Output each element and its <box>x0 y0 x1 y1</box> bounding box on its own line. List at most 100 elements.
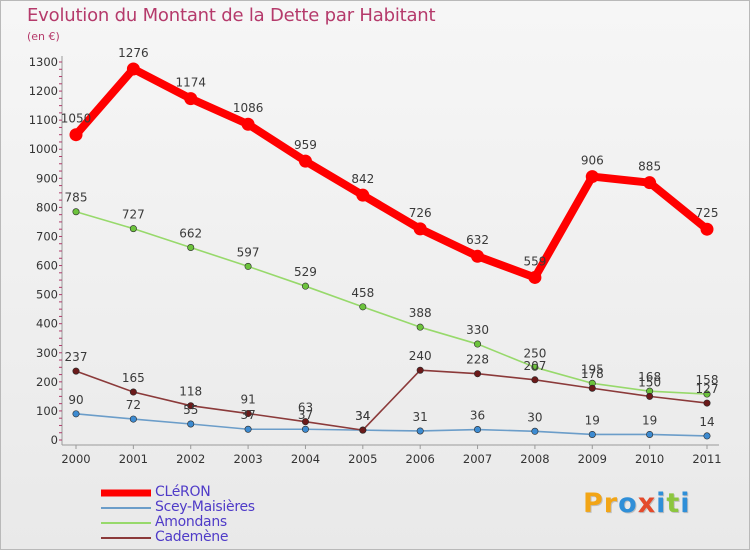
data-label: 388 <box>409 306 432 320</box>
data-point <box>646 430 654 438</box>
y-tick-label: 300 <box>36 346 58 360</box>
data-point <box>703 432 711 440</box>
x-tick-label: 2000 <box>61 452 90 466</box>
y-tick-label: 0 <box>51 433 58 447</box>
data-label: 34 <box>355 409 370 423</box>
x-tick-label: 2011 <box>692 452 721 466</box>
data-point <box>301 282 309 290</box>
data-label: 250 <box>523 346 546 360</box>
data-label: 885 <box>638 160 661 174</box>
data-point <box>416 323 424 331</box>
data-point <box>588 430 596 438</box>
data-point <box>531 376 539 384</box>
data-label: 597 <box>237 245 260 259</box>
data-label: 195 <box>581 362 604 376</box>
data-point <box>244 262 252 270</box>
data-point <box>187 420 195 428</box>
y-tick-label: 600 <box>36 259 58 273</box>
chart-subtitle: (en €) <box>27 30 60 43</box>
y-tick-label: 900 <box>36 171 58 185</box>
legend-swatch <box>101 536 151 539</box>
data-label: 632 <box>466 233 489 247</box>
legend-swatch <box>101 489 151 496</box>
data-point <box>703 390 711 398</box>
data-label: 19 <box>642 413 657 427</box>
data-label: 240 <box>409 349 432 363</box>
data-point <box>528 270 542 284</box>
data-point <box>474 370 482 378</box>
data-label: 158 <box>696 373 719 387</box>
data-point <box>244 410 252 418</box>
data-label: 19 <box>585 413 600 427</box>
logo-letter: i <box>680 488 691 519</box>
legend-label: Amondans <box>155 514 227 530</box>
legend-swatch <box>101 521 151 524</box>
y-tick-label: 500 <box>36 288 58 302</box>
data-label: 168 <box>638 370 661 384</box>
data-label: 1050 <box>61 112 92 126</box>
x-tick-label: 2005 <box>348 452 377 466</box>
logo-letter: P <box>583 488 604 519</box>
data-point <box>69 128 83 142</box>
data-label: 118 <box>179 385 202 399</box>
data-point <box>646 392 654 400</box>
legend-swatch <box>101 506 151 509</box>
x-tick-label: 2010 <box>635 452 664 466</box>
data-label: 37 <box>240 408 255 422</box>
data-label: 726 <box>409 206 432 220</box>
y-tick-label: 1200 <box>29 84 58 98</box>
data-point <box>72 367 80 375</box>
data-label: 31 <box>413 410 428 424</box>
data-point <box>301 418 309 426</box>
data-label: 237 <box>65 350 88 364</box>
data-label: 34 <box>355 409 370 423</box>
data-label: 1086 <box>233 101 264 115</box>
data-label: 842 <box>351 172 374 186</box>
data-label: 330 <box>466 323 489 337</box>
data-label: 228 <box>466 353 489 367</box>
x-tick-label: 2002 <box>176 452 205 466</box>
series-line-0 <box>72 64 711 282</box>
legend-label: Scey-Maisières <box>155 499 255 515</box>
data-point <box>588 384 596 392</box>
data-label: 30 <box>527 410 542 424</box>
data-point <box>359 426 367 434</box>
data-point <box>474 426 482 434</box>
data-label: 959 <box>294 138 317 152</box>
logo-letter: x <box>637 488 657 519</box>
data-point <box>129 415 137 423</box>
x-tick-label: 2008 <box>520 452 549 466</box>
data-label: 165 <box>122 371 145 385</box>
series-lines <box>69 62 714 440</box>
data-point <box>72 208 80 216</box>
data-point <box>585 170 599 184</box>
data-label: 14 <box>699 415 714 429</box>
logo-letter: o <box>618 488 638 519</box>
data-point <box>471 249 485 263</box>
data-point <box>298 154 312 168</box>
data-label: 36 <box>470 409 485 423</box>
data-point <box>129 388 137 396</box>
y-tick-label: 200 <box>36 375 58 389</box>
data-point <box>187 244 195 252</box>
data-point <box>184 92 198 106</box>
data-label: 785 <box>65 191 88 205</box>
data-point <box>643 176 657 190</box>
data-label: 458 <box>351 286 374 300</box>
x-tick-label: 2004 <box>291 452 320 466</box>
data-label: 90 <box>68 393 83 407</box>
data-point <box>241 117 255 131</box>
series-line-3 <box>75 369 708 431</box>
data-label: 91 <box>240 393 255 407</box>
data-point <box>531 363 539 371</box>
data-point <box>703 399 711 407</box>
data-label: 178 <box>581 367 604 381</box>
data-point <box>359 303 367 311</box>
x-tick-label: 2006 <box>406 452 435 466</box>
data-point <box>129 225 137 233</box>
legend-label: Cademène <box>155 529 229 545</box>
data-point <box>416 427 424 435</box>
data-point <box>474 340 482 348</box>
